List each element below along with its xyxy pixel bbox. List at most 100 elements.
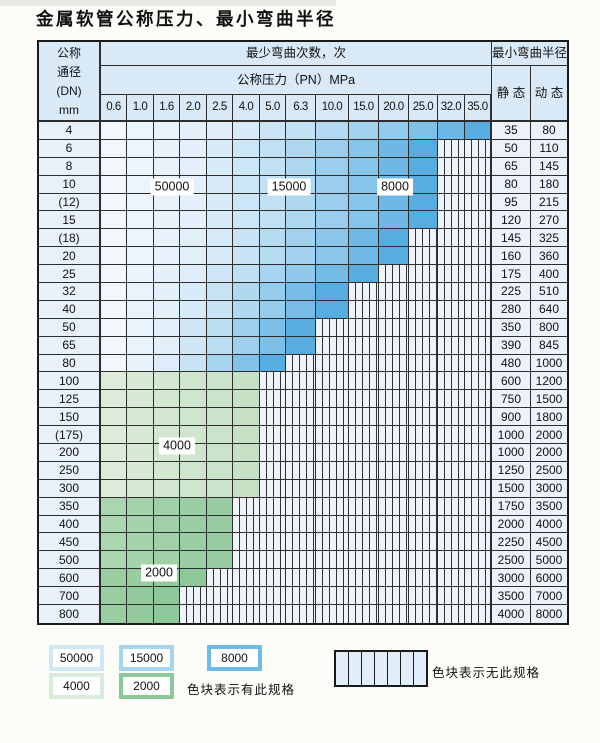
static-radius-value: 2500 <box>492 551 531 570</box>
spec-cell-blue <box>207 354 233 373</box>
dynamic-radius-value: 6000 <box>531 569 567 588</box>
legend-hatch-cell <box>349 652 362 685</box>
spec-cell-blue <box>316 157 349 176</box>
spec-cell-green <box>180 372 207 391</box>
pressure-header-cell: 20.0 <box>379 95 409 122</box>
spec-cell-blue <box>379 193 409 212</box>
dynamic-radius-value: 145 <box>531 157 567 176</box>
static-radius-value: 1000 <box>492 444 531 462</box>
spec-cell-blue <box>154 336 180 355</box>
legend-swatch-50000: 50000 <box>49 645 104 671</box>
spec-cell-blue <box>233 139 260 158</box>
no-spec-hatched-cell <box>465 229 492 248</box>
no-spec-hatched-cell <box>438 605 465 623</box>
spec-cell-green <box>180 390 207 409</box>
no-spec-hatched-cell <box>316 372 349 391</box>
no-spec-hatched-cell <box>379 605 409 623</box>
legend-hatch-cell <box>401 652 414 685</box>
spec-cell-blue <box>180 193 207 212</box>
no-spec-hatched-cell <box>409 408 438 427</box>
table-row-dn-label: 250 <box>39 461 101 480</box>
no-spec-hatched-cell <box>465 408 492 427</box>
spec-cell-blue <box>233 354 260 373</box>
no-spec-hatched-cell <box>438 426 465 445</box>
spec-cell-blue <box>316 211 349 230</box>
no-spec-hatched-cell <box>438 157 465 176</box>
spec-cell-blue <box>207 229 233 248</box>
spec-cell-blue <box>207 193 233 212</box>
spec-cell-blue <box>316 122 349 140</box>
spec-cell-blue <box>127 265 154 284</box>
spec-cell-blue <box>233 122 260 140</box>
dynamic-radius-value: 4000 <box>531 515 567 534</box>
spec-cell-blue <box>286 247 316 266</box>
static-radius-value: 750 <box>492 390 531 409</box>
corner-line: 公称 <box>56 45 81 60</box>
dynamic-radius-value: 80 <box>531 122 567 140</box>
no-spec-hatched-cell <box>465 193 492 212</box>
no-spec-hatched-cell <box>379 497 409 516</box>
spec-cell-blue <box>260 265 286 284</box>
spec-cell-green <box>180 533 207 552</box>
dynamic-radius-value: 2000 <box>531 444 567 462</box>
spec-cell-blue <box>154 139 180 158</box>
table-row-dn-label: 150 <box>39 408 101 427</box>
spec-cell-blue <box>154 211 180 230</box>
table-row-dn-label: 65 <box>39 336 101 355</box>
no-spec-hatched-cell <box>233 551 260 570</box>
spec-cell-blue <box>316 229 349 248</box>
spec-cell-blue <box>180 247 207 266</box>
spec-cell-blue <box>233 336 260 355</box>
spec-cell-blue <box>207 122 233 140</box>
no-spec-hatched-cell <box>316 336 349 355</box>
no-spec-hatched-cell <box>233 515 260 534</box>
no-spec-hatched-cell <box>286 461 316 480</box>
dynamic-radius-value: 1800 <box>531 408 567 427</box>
spec-cell-blue <box>180 229 207 248</box>
spec-cell-blue <box>127 139 154 158</box>
spec-cell-green <box>207 444 233 462</box>
legend-swatch-label: 2000 <box>123 677 170 695</box>
spec-cell-blue <box>101 318 127 337</box>
no-spec-hatched-cell <box>409 479 438 498</box>
spec-cell-blue <box>286 300 316 319</box>
no-spec-hatched-cell <box>316 605 349 623</box>
spec-cell-blue <box>286 229 316 248</box>
static-radius-value: 1750 <box>492 497 531 516</box>
no-spec-hatched-cell <box>438 211 465 230</box>
table-row-dn-label: 4 <box>39 122 101 140</box>
table-row-dn-label: 20 <box>39 247 101 266</box>
no-spec-hatched-cell <box>379 408 409 427</box>
spec-cell-blue <box>409 139 438 158</box>
no-spec-hatched-cell <box>409 318 438 337</box>
no-spec-hatched-cell <box>465 318 492 337</box>
spec-cell-green <box>127 479 154 498</box>
static-radius-value: 3000 <box>492 569 531 588</box>
spec-cell-blue <box>409 122 438 140</box>
no-spec-hatched-cell <box>316 318 349 337</box>
no-spec-hatched-cell <box>316 587 349 606</box>
no-spec-hatched-cell <box>260 461 286 480</box>
static-radius-value: 225 <box>492 283 531 301</box>
no-spec-hatched-cell <box>438 569 465 588</box>
table-row-dn-label: 10 <box>39 175 101 194</box>
spec-cell-blue <box>127 157 154 176</box>
no-spec-hatched-cell <box>465 265 492 284</box>
no-spec-hatched-cell <box>349 569 379 588</box>
spec-cell-blue <box>260 283 286 301</box>
no-spec-hatched-cell <box>349 461 379 480</box>
spec-cell-blue <box>101 157 127 176</box>
spec-cell-green <box>154 479 180 498</box>
spec-cell-blue <box>286 211 316 230</box>
no-spec-hatched-cell <box>379 426 409 445</box>
no-spec-hatched-cell <box>465 533 492 552</box>
no-spec-hatched-cell <box>316 551 349 570</box>
pressure-header-cell: 32.0 <box>438 95 465 122</box>
pressure-header-cell: 2.0 <box>180 95 207 122</box>
spec-cell-blue <box>101 265 127 284</box>
legend-hatch-cell <box>362 652 375 685</box>
spec-cell-blue <box>154 229 180 248</box>
spec-cell-blue <box>154 193 180 212</box>
dynamic-radius-value: 3500 <box>531 497 567 516</box>
